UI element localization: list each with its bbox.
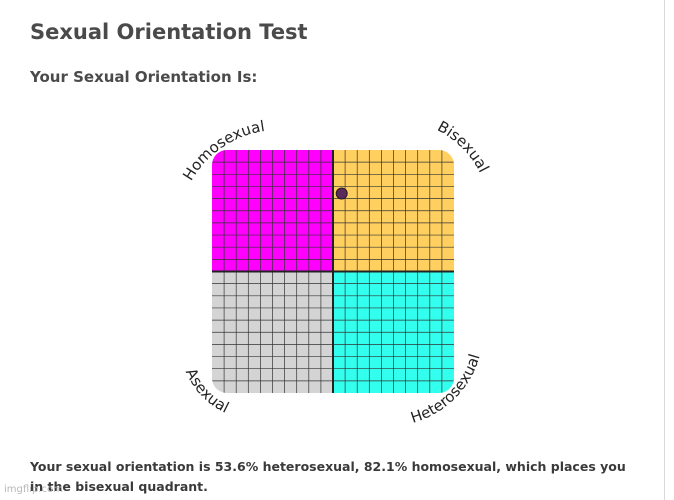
result-heading: Your Sexual Orientation Is: <box>30 68 258 86</box>
orientation-chart: Homosexual Bisexual Asexual Heterosexual <box>160 105 500 435</box>
page-title: Sexual Orientation Test <box>30 20 308 44</box>
result-description: Your sexual orientation is 53.6% heteros… <box>30 459 626 494</box>
page-edge-line <box>664 0 665 500</box>
orientation-chart-svg: Homosexual Bisexual Asexual Heterosexual <box>179 117 493 427</box>
imgflip-watermark: imgflip.com <box>4 484 63 495</box>
result-point <box>335 187 348 200</box>
